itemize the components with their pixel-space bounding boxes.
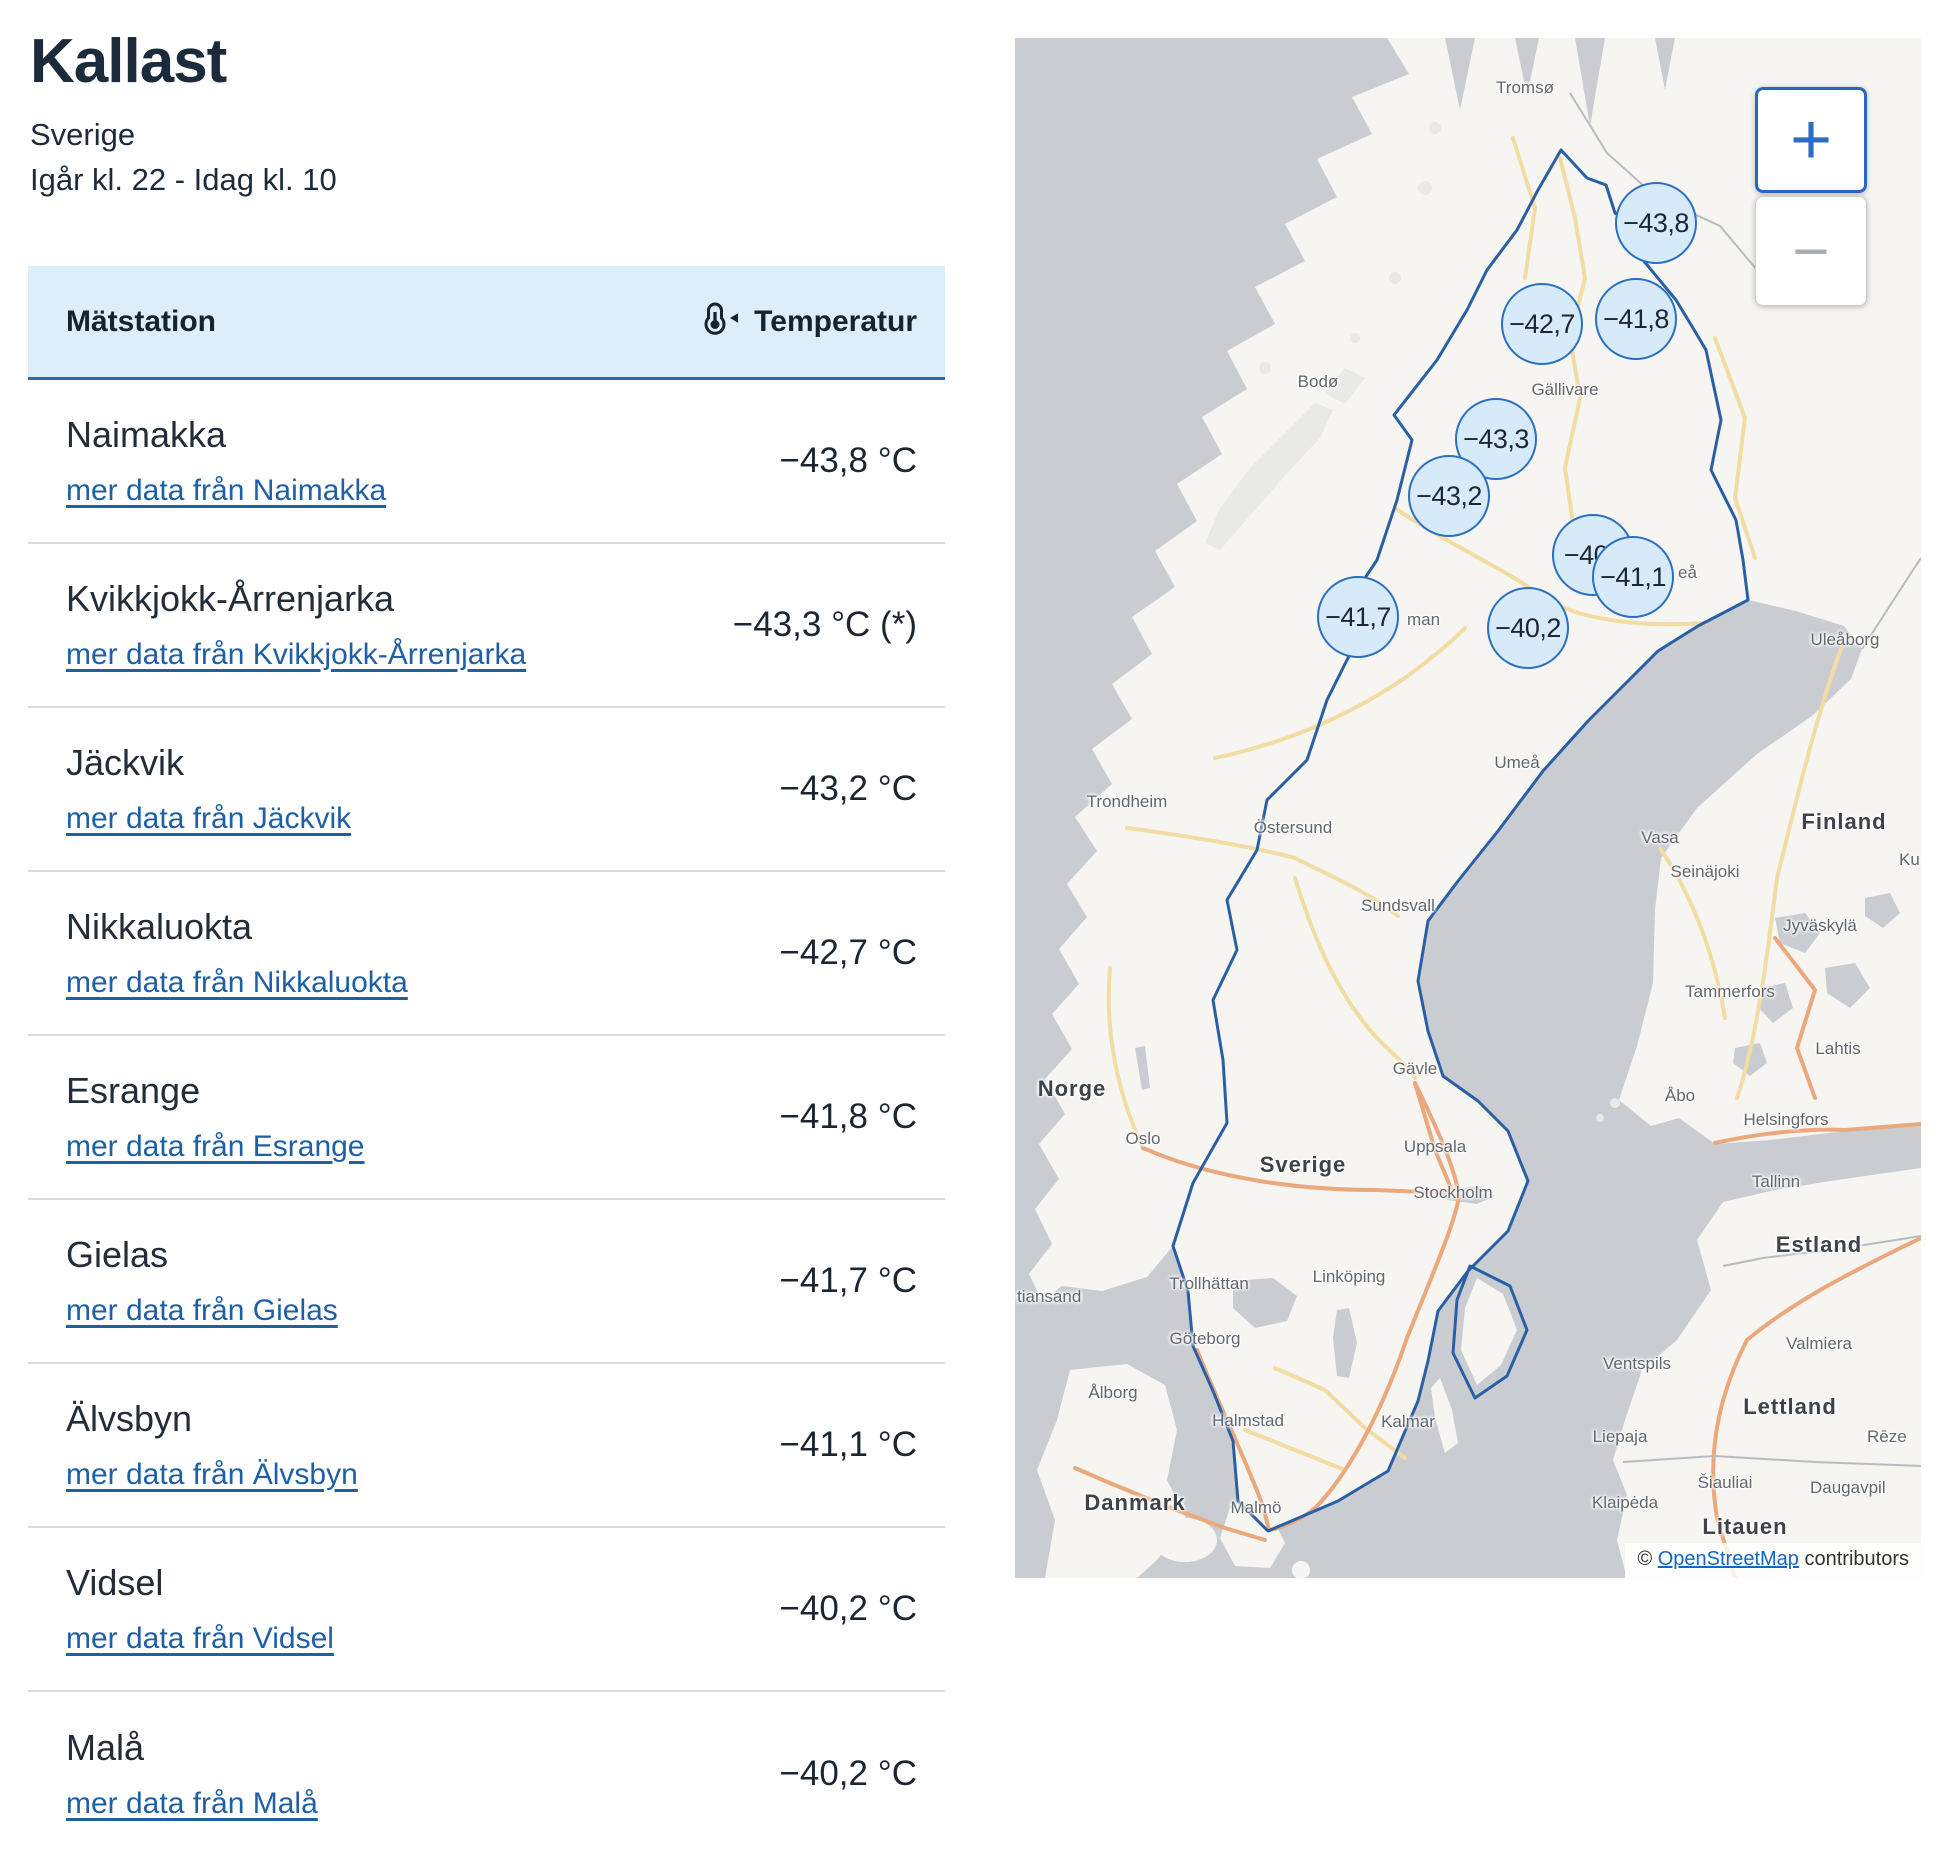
station-name: Nikkaluokta (66, 906, 253, 947)
temperature-marker[interactable]: −41,1 (1592, 536, 1674, 618)
station-more-data-link[interactable]: mer data från Jäckvik (66, 802, 352, 835)
station-more-data-link[interactable]: mer data från Gielas (66, 1294, 338, 1327)
zoom-in-button[interactable]: + (1755, 87, 1867, 193)
temperature-marker[interactable]: −41,8 (1595, 278, 1677, 360)
station-more-data-link[interactable]: mer data från Esrange (66, 1130, 365, 1163)
table-row: Esrange mer data från Esrange −41,8 °C (28, 1036, 945, 1200)
station-more-data-link[interactable]: mer data från Nikkaluokta (66, 966, 408, 999)
station-more-data-link[interactable]: mer data från Malå (66, 1787, 318, 1820)
sweden-border (1171, 148, 1750, 1533)
column-header-temperature[interactable]: Temperatur (702, 300, 917, 344)
station-name: Gielas (66, 1234, 169, 1275)
temperature-value: −40,2 °C (779, 1754, 917, 1793)
temperature-value: −41,8 °C (779, 1097, 917, 1136)
temperature-marker[interactable]: −43,8 (1615, 182, 1697, 264)
station-name: Esrange (66, 1070, 201, 1111)
temperature-marker-value: −41,7 (1325, 601, 1391, 632)
table-row: Gielas mer data från Gielas −41,7 °C (28, 1200, 945, 1364)
map-canvas[interactable]: Tromsø Bodø Gällivare Uleåborg man eå Trondhei… (1015, 38, 1921, 1578)
temperature-marker-value: −43,8 (1623, 207, 1689, 238)
page-header: Kallast Sverige Igår kl. 22 - Idag kl. 1… (30, 26, 337, 203)
station-more-data-link[interactable]: mer data från Kvikkjokk-Årrenjarka (66, 638, 527, 671)
temperature-marker-value: −41,8 (1603, 303, 1669, 334)
station-more-data-link[interactable]: mer data från Älvsbyn (66, 1458, 358, 1491)
station-name: Älvsbyn (66, 1398, 193, 1439)
station-table: Mätstation Temperatur Naimakka mer data … (28, 266, 945, 1856)
temperature-value: −40,2 °C (779, 1589, 917, 1628)
station-name: Jäckvik (66, 742, 185, 783)
attribution-prefix: © (1637, 1548, 1658, 1570)
temperature-value: −43,8 °C (779, 441, 917, 480)
openstreetmap-link[interactable]: OpenStreetMap (1657, 1548, 1799, 1570)
temperature-marker-value: −42,7 (1509, 308, 1575, 339)
table-row: Kvikkjokk-Årrenjarka mer data från Kvikk… (28, 544, 945, 708)
temperature-marker-value: −43,3 (1463, 423, 1529, 454)
page-subtitle: Sverige (30, 117, 136, 152)
land (1029, 38, 1921, 1578)
table-header-row: Mätstation Temperatur (28, 266, 945, 380)
table-row: Nikkaluokta mer data från Nikkaluokta −4… (28, 872, 945, 1036)
map-zoom-controls: + − (1755, 87, 1867, 306)
temperature-marker[interactable]: −42,7 (1501, 283, 1583, 365)
thermometer-sort-icon (702, 300, 742, 344)
station-more-data-link[interactable]: mer data från Naimakka (66, 474, 387, 507)
table-body: Naimakka mer data från Naimakka −43,8 °C… (28, 380, 945, 1856)
temperature-marker-value: −43,2 (1416, 480, 1482, 511)
station-name: Naimakka (66, 414, 227, 455)
temperature-marker[interactable]: −43,3 (1455, 398, 1537, 480)
station-name: Kvikkjokk-Årrenjarka (66, 578, 395, 619)
map-attribution: © OpenStreetMap contributors (1625, 1543, 1921, 1578)
temperature-value: −43,3 °C (*) (732, 605, 917, 644)
table-row: Älvsbyn mer data från Älvsbyn −41,1 °C (28, 1364, 945, 1528)
temperature-value: −42,7 °C (779, 933, 917, 972)
time-period: Igår kl. 22 - Idag kl. 10 (30, 161, 337, 197)
zoom-out-button[interactable]: − (1755, 196, 1867, 306)
table-row: Malå mer data från Malå −40,2 °C (28, 1692, 945, 1856)
station-name: Vidsel (66, 1562, 164, 1603)
column-header-station: Mätstation (66, 304, 216, 338)
temperature-marker-value: −41,1 (1600, 561, 1666, 592)
attribution-suffix: contributors (1798, 1548, 1909, 1570)
table-row: Naimakka mer data från Naimakka −43,8 °C (28, 380, 945, 544)
station-name: Malå (66, 1727, 145, 1768)
temperature-marker[interactable]: −40,2 (1487, 587, 1569, 669)
temperature-value: −43,2 °C (779, 769, 917, 808)
temperature-marker[interactable]: −43,2 (1408, 455, 1490, 537)
table-row: Vidsel mer data från Vidsel −40,2 °C (28, 1528, 945, 1692)
table-row: Jäckvik mer data från Jäckvik −43,2 °C (28, 708, 945, 872)
page-title: Kallast (30, 27, 227, 96)
temperature-marker[interactable]: −41,7 (1317, 576, 1399, 658)
map-base-tiles (1015, 38, 1921, 1578)
station-more-data-link[interactable]: mer data från Vidsel (66, 1622, 334, 1655)
temperature-value: −41,7 °C (779, 1261, 917, 1300)
temperature-marker-value: −40,2 (1495, 612, 1561, 643)
temperature-value: −41,1 °C (779, 1425, 917, 1464)
